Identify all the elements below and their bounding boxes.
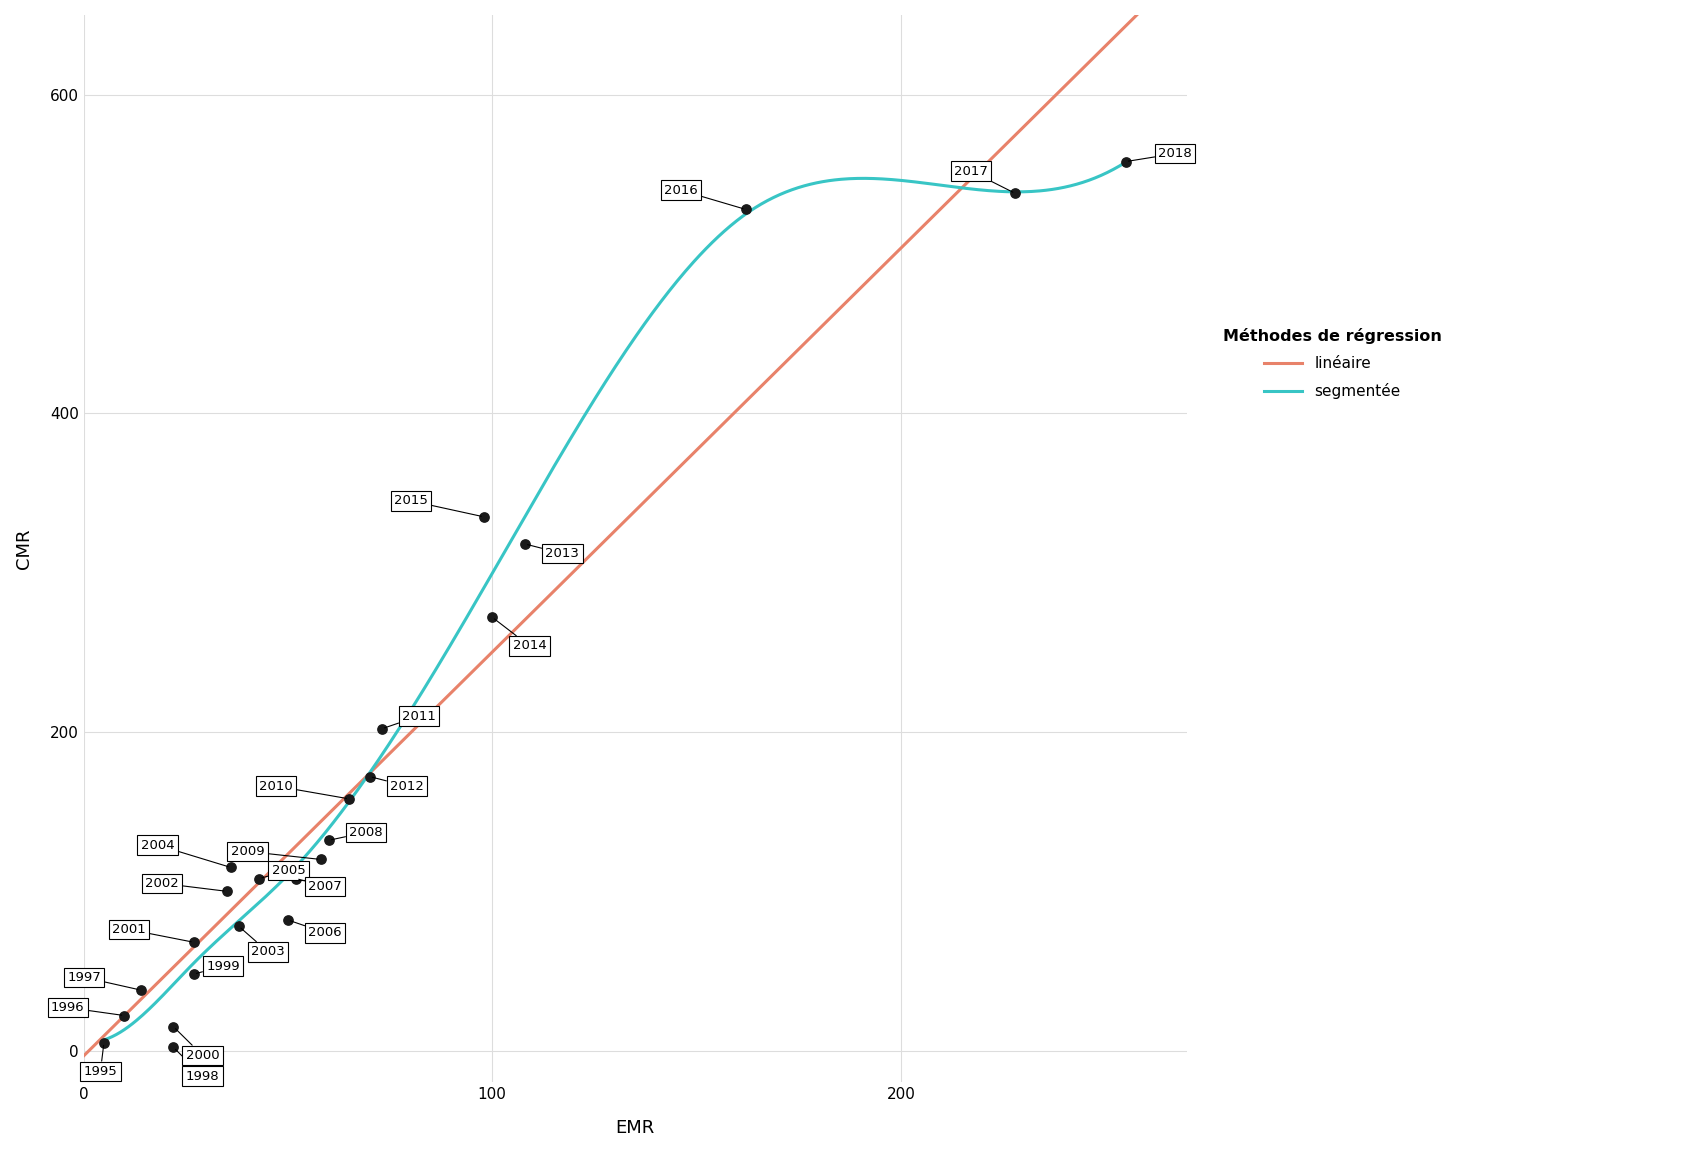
Point xyxy=(315,831,343,849)
Point xyxy=(180,965,207,984)
Text: 2007: 2007 xyxy=(298,879,343,893)
Point xyxy=(159,1038,187,1056)
Text: 1996: 1996 xyxy=(51,1001,122,1015)
Text: 1997: 1997 xyxy=(68,971,137,990)
Text: 2004: 2004 xyxy=(141,839,227,866)
Text: 2015: 2015 xyxy=(393,494,482,516)
Point xyxy=(217,858,244,877)
Text: 2010: 2010 xyxy=(259,780,346,798)
Point xyxy=(283,870,310,888)
Text: 2003: 2003 xyxy=(241,929,285,958)
Text: 2006: 2006 xyxy=(290,920,343,939)
Y-axis label: CMR: CMR xyxy=(15,529,32,569)
Text: 2000: 2000 xyxy=(175,1029,219,1062)
Text: 2001: 2001 xyxy=(112,923,192,941)
Text: 2013: 2013 xyxy=(527,545,580,560)
Point xyxy=(512,535,539,553)
Point xyxy=(1113,152,1140,170)
Point xyxy=(336,789,363,808)
Text: 2017: 2017 xyxy=(955,165,1013,192)
Point xyxy=(226,917,253,935)
Text: 2009: 2009 xyxy=(231,844,317,859)
Text: 2002: 2002 xyxy=(144,877,224,890)
Point xyxy=(470,508,497,526)
Point xyxy=(356,767,383,786)
Legend: linéaire, segmentée: linéaire, segmentée xyxy=(1216,321,1448,406)
Point xyxy=(159,1017,187,1036)
Point xyxy=(110,1007,137,1025)
Point xyxy=(180,933,207,952)
Text: 2011: 2011 xyxy=(385,710,436,728)
Point xyxy=(214,882,241,901)
Point xyxy=(275,911,302,930)
Text: 1998: 1998 xyxy=(175,1049,219,1083)
Point xyxy=(246,870,273,888)
Point xyxy=(733,200,760,219)
Point xyxy=(478,608,505,627)
Text: 2008: 2008 xyxy=(331,826,383,840)
Text: 2005: 2005 xyxy=(261,864,305,878)
Point xyxy=(368,720,395,738)
X-axis label: EMR: EMR xyxy=(616,1119,655,1137)
Point xyxy=(307,850,334,869)
Point xyxy=(127,980,154,999)
Text: 2018: 2018 xyxy=(1128,147,1192,161)
Text: 2012: 2012 xyxy=(373,778,424,793)
Text: 1995: 1995 xyxy=(83,1045,117,1078)
Point xyxy=(90,1033,117,1052)
Text: 2016: 2016 xyxy=(663,184,743,209)
Text: 1999: 1999 xyxy=(197,960,239,973)
Point xyxy=(1002,184,1029,203)
Text: 2014: 2014 xyxy=(495,619,546,652)
